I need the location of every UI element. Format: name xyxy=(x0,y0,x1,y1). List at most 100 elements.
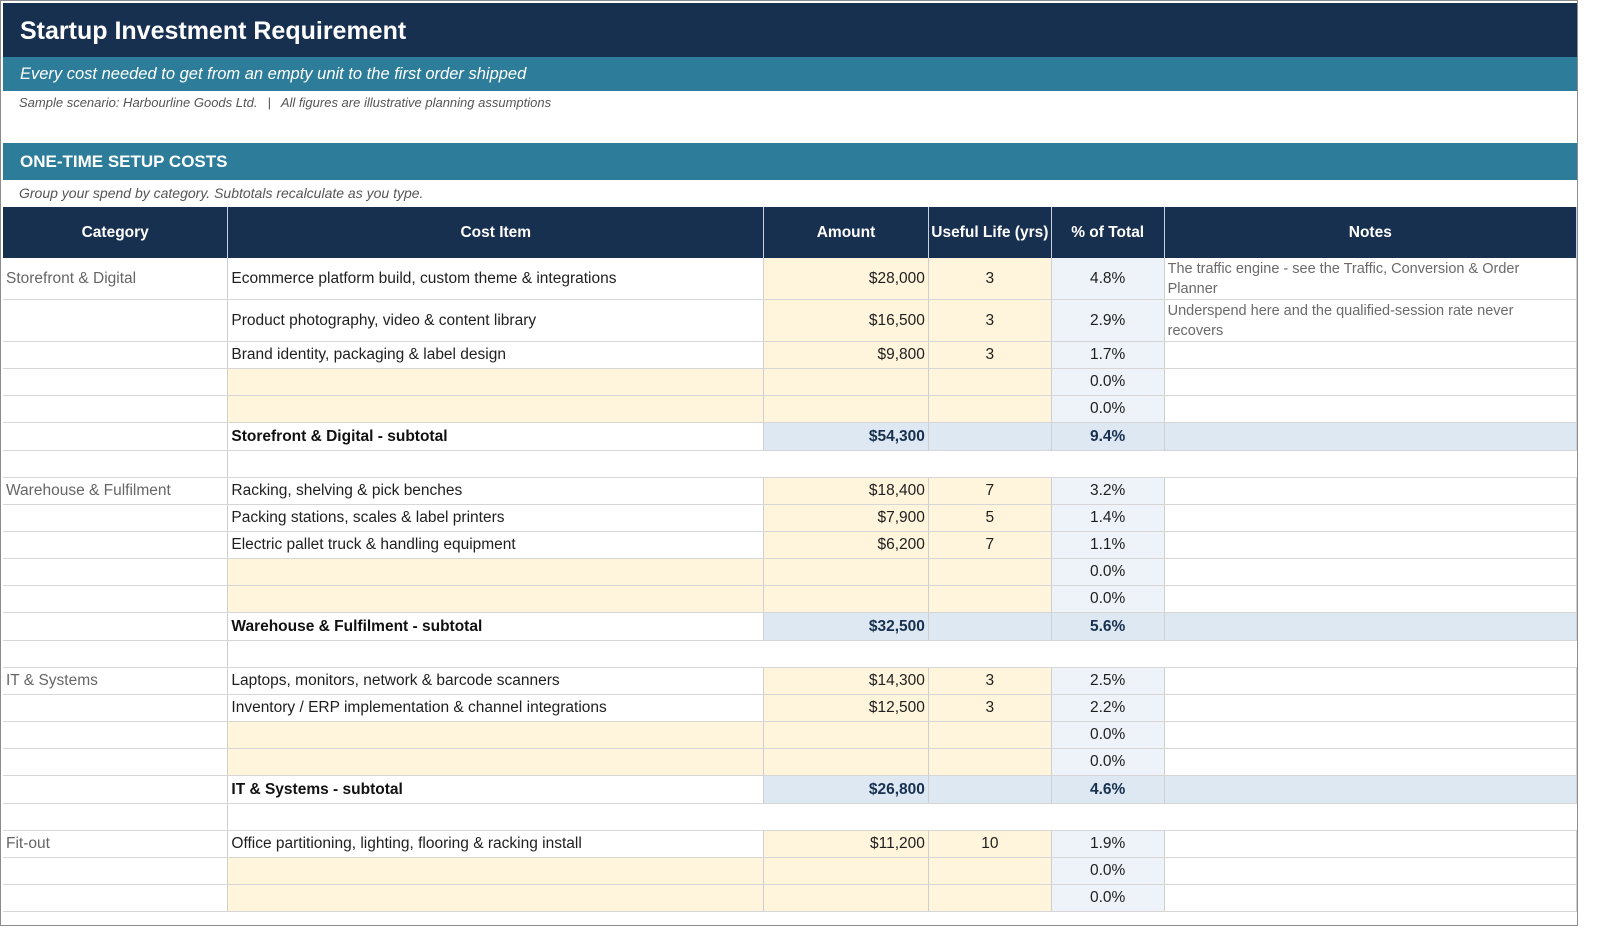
useful-life-cell[interactable] xyxy=(928,368,1052,396)
useful-life-cell[interactable]: 5 xyxy=(928,504,1052,532)
useful-life-cell[interactable] xyxy=(928,721,1052,749)
notes-cell[interactable] xyxy=(1164,395,1577,423)
amount-cell[interactable]: $7,900 xyxy=(763,504,929,532)
cost-item-cell[interactable]: Electric pallet truck & handling equipme… xyxy=(227,531,765,559)
column-header-cost-item[interactable]: Cost Item xyxy=(227,207,765,258)
pct-total-cell[interactable]: 2.5% xyxy=(1051,667,1165,695)
notes-cell[interactable] xyxy=(1164,504,1577,532)
useful-life-cell[interactable]: 3 xyxy=(928,694,1052,722)
amount-cell[interactable]: $12,500 xyxy=(763,694,929,722)
cost-item-cell[interactable] xyxy=(227,748,765,776)
category-cell[interactable]: Warehouse & Fulfilment xyxy=(3,477,229,505)
category-cell[interactable] xyxy=(3,395,229,423)
amount-cell[interactable] xyxy=(763,884,929,912)
cost-item-cell[interactable] xyxy=(227,395,765,423)
useful-life-cell[interactable] xyxy=(928,857,1052,885)
column-header-notes[interactable]: Notes xyxy=(1164,207,1577,258)
notes-cell[interactable] xyxy=(1164,558,1577,586)
useful-life-cell[interactable]: 3 xyxy=(928,258,1052,300)
column-header-pct-total[interactable]: % of Total xyxy=(1051,207,1165,258)
cost-item-cell[interactable] xyxy=(227,884,765,912)
cost-item-cell[interactable] xyxy=(227,558,765,586)
pct-total-cell[interactable]: 0.0% xyxy=(1051,368,1165,396)
pct-total-cell[interactable]: 0.0% xyxy=(1051,884,1165,912)
cost-item-cell[interactable]: Office partitioning, lighting, flooring … xyxy=(227,830,765,858)
useful-life-cell[interactable] xyxy=(928,395,1052,423)
cost-item-cell[interactable] xyxy=(227,368,765,396)
notes-cell[interactable] xyxy=(1164,585,1577,613)
cost-item-cell[interactable] xyxy=(227,721,765,749)
pct-total-cell[interactable]: 0.0% xyxy=(1051,857,1165,885)
notes-cell[interactable] xyxy=(1164,884,1577,912)
category-cell[interactable] xyxy=(3,341,229,369)
category-cell[interactable]: Storefront & Digital xyxy=(3,258,229,300)
pct-total-cell[interactable]: 4.8% xyxy=(1051,258,1165,300)
category-cell[interactable] xyxy=(3,368,229,396)
notes-cell[interactable] xyxy=(1164,694,1577,722)
pct-total-cell[interactable]: 3.2% xyxy=(1051,477,1165,505)
amount-cell[interactable] xyxy=(763,748,929,776)
cost-item-cell[interactable]: Ecommerce platform build, custom theme &… xyxy=(227,258,765,300)
notes-cell[interactable] xyxy=(1164,341,1577,369)
category-cell[interactable] xyxy=(3,694,229,722)
pct-total-cell[interactable]: 2.2% xyxy=(1051,694,1165,722)
useful-life-cell[interactable] xyxy=(928,748,1052,776)
amount-cell[interactable] xyxy=(763,721,929,749)
category-cell[interactable] xyxy=(3,748,229,776)
useful-life-cell[interactable]: 3 xyxy=(928,341,1052,369)
notes-cell[interactable] xyxy=(1164,721,1577,749)
useful-life-cell[interactable] xyxy=(928,558,1052,586)
category-cell[interactable] xyxy=(3,558,229,586)
amount-cell[interactable] xyxy=(763,857,929,885)
cost-item-cell[interactable] xyxy=(227,585,765,613)
useful-life-cell[interactable]: 3 xyxy=(928,667,1052,695)
category-cell[interactable] xyxy=(3,531,229,559)
category-cell[interactable] xyxy=(3,884,229,912)
cost-item-cell[interactable]: Racking, shelving & pick benches xyxy=(227,477,765,505)
category-cell[interactable] xyxy=(3,721,229,749)
notes-cell[interactable] xyxy=(1164,368,1577,396)
useful-life-cell[interactable]: 7 xyxy=(928,477,1052,505)
useful-life-cell[interactable] xyxy=(928,585,1052,613)
cost-item-cell[interactable]: Brand identity, packaging & label design xyxy=(227,341,765,369)
column-header-amount[interactable]: Amount xyxy=(763,207,929,258)
category-cell[interactable] xyxy=(3,585,229,613)
amount-cell[interactable]: $9,800 xyxy=(763,341,929,369)
amount-cell[interactable]: $16,500 xyxy=(763,299,929,342)
category-cell[interactable] xyxy=(3,299,229,342)
pct-total-cell[interactable]: 1.4% xyxy=(1051,504,1165,532)
pct-total-cell[interactable]: 0.0% xyxy=(1051,558,1165,586)
category-cell[interactable]: Fit-out xyxy=(3,830,229,858)
category-cell[interactable]: IT & Systems xyxy=(3,667,229,695)
notes-cell[interactable] xyxy=(1164,857,1577,885)
amount-cell[interactable]: $18,400 xyxy=(763,477,929,505)
notes-cell[interactable] xyxy=(1164,830,1577,858)
notes-cell[interactable] xyxy=(1164,667,1577,695)
pct-total-cell[interactable]: 0.0% xyxy=(1051,748,1165,776)
cost-item-cell[interactable]: Packing stations, scales & label printer… xyxy=(227,504,765,532)
notes-cell[interactable]: Underspend here and the qualified-sessio… xyxy=(1164,299,1577,342)
notes-cell[interactable] xyxy=(1164,748,1577,776)
cost-item-cell[interactable]: Inventory / ERP implementation & channel… xyxy=(227,694,765,722)
cost-item-cell[interactable]: Product photography, video & content lib… xyxy=(227,299,765,342)
amount-cell[interactable] xyxy=(763,395,929,423)
amount-cell[interactable] xyxy=(763,558,929,586)
amount-cell[interactable]: $11,200 xyxy=(763,830,929,858)
amount-cell[interactable]: $14,300 xyxy=(763,667,929,695)
amount-cell[interactable] xyxy=(763,368,929,396)
notes-cell[interactable] xyxy=(1164,477,1577,505)
useful-life-cell[interactable]: 3 xyxy=(928,299,1052,342)
pct-total-cell[interactable]: 0.0% xyxy=(1051,721,1165,749)
cost-item-cell[interactable]: Laptops, monitors, network & barcode sca… xyxy=(227,667,765,695)
pct-total-cell[interactable]: 1.1% xyxy=(1051,531,1165,559)
amount-cell[interactable] xyxy=(763,585,929,613)
amount-cell[interactable]: $28,000 xyxy=(763,258,929,300)
column-header-useful-life[interactable]: Useful Life (yrs) xyxy=(928,207,1052,258)
pct-total-cell[interactable]: 0.0% xyxy=(1051,585,1165,613)
pct-total-cell[interactable]: 1.7% xyxy=(1051,341,1165,369)
useful-life-cell[interactable] xyxy=(928,884,1052,912)
cost-item-cell[interactable] xyxy=(227,857,765,885)
useful-life-cell[interactable]: 7 xyxy=(928,531,1052,559)
notes-cell[interactable] xyxy=(1164,531,1577,559)
useful-life-cell[interactable]: 10 xyxy=(928,830,1052,858)
